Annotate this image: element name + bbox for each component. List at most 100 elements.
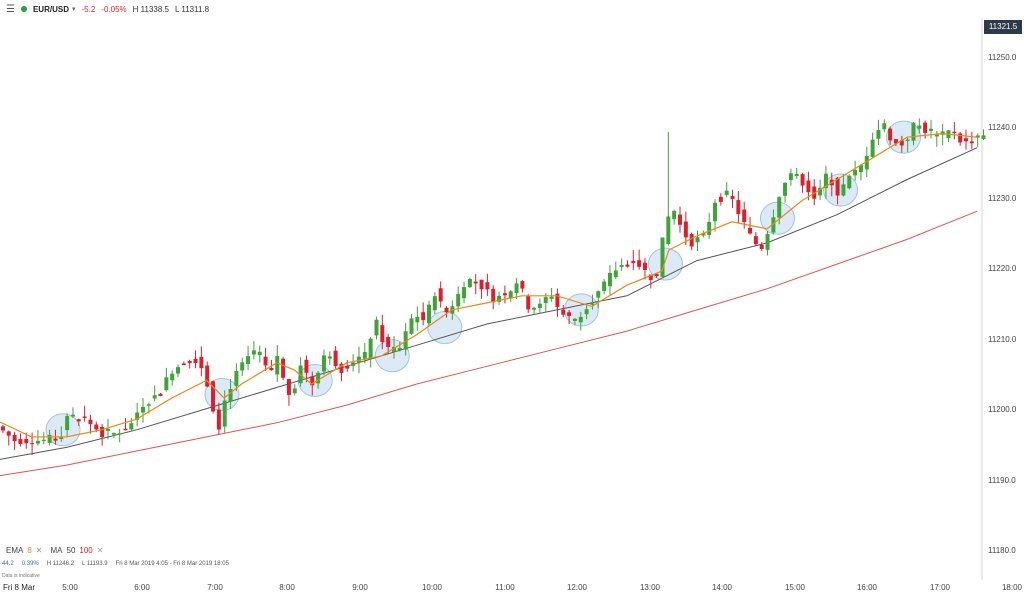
x-tick-label: 9:00 xyxy=(352,583,368,592)
candle-down xyxy=(683,221,688,238)
x-tick-label: 18:00 xyxy=(1001,583,1023,592)
candle-down xyxy=(800,174,805,186)
candle-down xyxy=(216,409,221,430)
candle-up xyxy=(327,356,332,359)
candle-down xyxy=(625,264,630,267)
session-high: H 11338.5 xyxy=(132,4,169,14)
candle-down xyxy=(567,312,572,316)
candle-up xyxy=(934,134,939,137)
candle-down xyxy=(181,363,186,366)
candle-up xyxy=(356,356,361,363)
candle-down xyxy=(642,262,647,271)
candle-down xyxy=(969,141,974,144)
candle-down xyxy=(88,419,93,425)
candle-down xyxy=(444,307,449,313)
candle-down xyxy=(438,288,443,302)
ema-period[interactable]: 8 xyxy=(27,546,32,555)
ma-period-50[interactable]: 50 xyxy=(66,546,76,555)
range-low: L 11193.9 xyxy=(81,561,108,567)
candle-up xyxy=(41,439,46,442)
ema-label[interactable]: EMA xyxy=(6,546,24,555)
candle-down xyxy=(24,438,29,444)
candle-up xyxy=(876,129,881,139)
highlight-circle xyxy=(823,173,859,207)
candle-down xyxy=(677,214,682,225)
candle-up xyxy=(70,414,75,417)
x-tick-label: 14:00 xyxy=(711,583,733,592)
candle-down xyxy=(631,260,636,264)
candle-up xyxy=(397,348,402,351)
candle-down xyxy=(263,356,268,366)
candle-up xyxy=(146,404,151,406)
candle-up xyxy=(572,318,577,321)
x-tick-label: 8:00 xyxy=(279,583,295,592)
candle-up xyxy=(870,139,875,158)
candle-up xyxy=(788,173,793,181)
candle-down xyxy=(100,426,105,438)
candle-up xyxy=(316,372,321,384)
candle-up xyxy=(584,309,589,315)
symbol-name[interactable]: EUR/USD xyxy=(32,4,69,14)
y-tick-label: 11210.0 xyxy=(988,335,1017,344)
candle-down xyxy=(304,359,309,373)
candle-down xyxy=(380,325,385,343)
highlight-circle xyxy=(374,339,410,373)
candle-up xyxy=(321,355,326,372)
candle-up xyxy=(602,281,607,291)
close-icon[interactable]: ✕ xyxy=(35,546,43,555)
candle-down xyxy=(187,360,192,364)
candle-down xyxy=(923,122,928,133)
y-tick-label: 11220.0 xyxy=(988,264,1017,273)
market-status-icon xyxy=(20,6,27,12)
candle-down xyxy=(502,293,507,296)
ma50-line xyxy=(0,147,978,460)
candle-up xyxy=(164,377,169,391)
candle-up xyxy=(672,210,677,220)
candle-down xyxy=(6,431,11,436)
candle-up xyxy=(391,346,396,352)
candle-up xyxy=(35,440,40,444)
candle-up xyxy=(362,351,367,359)
candle-down xyxy=(485,282,490,290)
candle-up xyxy=(368,338,373,360)
highlight-circle xyxy=(297,363,333,397)
candle-down xyxy=(345,366,350,369)
candle-down xyxy=(964,138,969,142)
candle-up xyxy=(497,295,502,302)
candle-down xyxy=(269,367,274,371)
candle-down xyxy=(158,393,163,396)
candle-up xyxy=(222,400,227,427)
y-tick-label: 11200.0 xyxy=(988,405,1017,414)
ma-label[interactable]: MA xyxy=(50,546,63,555)
candle-down xyxy=(193,358,198,364)
candle-up xyxy=(292,388,297,394)
price-change: -5.2 xyxy=(81,4,96,14)
candle-up xyxy=(532,307,537,310)
candle-down xyxy=(205,365,210,387)
candle-up xyxy=(467,278,472,288)
close-icon[interactable]: ✕ xyxy=(96,546,104,555)
y-tick-label: 11180.0 xyxy=(988,546,1016,555)
candle-down xyxy=(211,381,216,412)
candle-up xyxy=(176,367,181,374)
candle-up xyxy=(257,351,262,356)
candle-up xyxy=(864,155,869,170)
candle-up xyxy=(853,169,858,176)
candle-down xyxy=(637,260,642,267)
x-tick-label: 5:00 xyxy=(62,583,78,592)
candle-up xyxy=(65,415,70,431)
candle-up xyxy=(713,202,718,222)
candle-down xyxy=(689,233,694,247)
ma-period-100[interactable]: 100 xyxy=(79,546,93,555)
candle-up xyxy=(783,182,788,196)
candle-up xyxy=(613,270,618,278)
candle-down xyxy=(748,228,753,234)
candle-down xyxy=(526,295,531,310)
hamburger-menu-icon[interactable]: ☰ xyxy=(6,3,15,15)
highlight-circle xyxy=(45,413,81,447)
highlight-circle xyxy=(427,311,463,345)
candle-down xyxy=(520,281,525,289)
candle-up xyxy=(882,123,887,130)
chevron-down-icon[interactable]: ▾ xyxy=(71,6,76,13)
